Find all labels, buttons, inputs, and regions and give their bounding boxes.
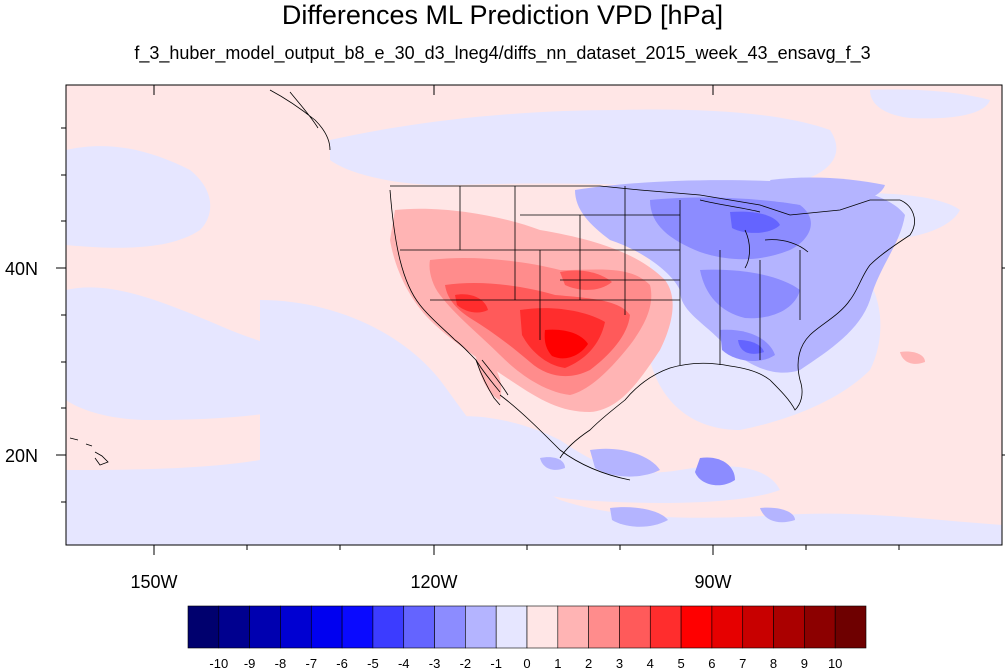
colorbar-label: -9 [244,656,256,671]
lat-label-20n: 20N [5,446,38,466]
state-borders-v1 [459,186,801,365]
lon-label-150w: 150W [130,572,177,592]
colorbar-box [588,605,620,649]
west-coast [389,189,501,393]
baja-peninsula [475,359,509,406]
hawaii-islands [69,437,109,466]
colorbar-box [773,605,805,649]
colorbar-box [619,605,651,649]
map-field [66,85,1002,545]
colorbar-box [526,605,559,649]
colorbar-label: 8 [770,656,777,671]
colorbar-label: 4 [647,656,654,671]
colorbar-label: 7 [739,656,746,671]
colorbar-box [649,605,682,649]
gulf-coast [559,362,731,459]
northeast-coast [729,199,915,411]
colorbar-box [742,605,774,649]
colorbar-box [310,605,343,649]
lon-label-120w: 120W [410,572,457,592]
us-canada-border [390,185,900,216]
colorbar-label: -3 [429,656,441,671]
colorbar-label: 5 [677,656,684,671]
colorbar-label: 6 [708,656,715,671]
colorbar-label: 2 [585,656,592,671]
colorbar-label: -8 [275,656,287,671]
longitude-ticks [153,85,900,555]
map-subtitle: f_3_huber_model_output_b8_e_30_d3_lneg4/… [134,43,871,63]
colorbar-label: 0 [523,656,530,671]
colorbar-label: 3 [616,656,623,671]
colorbar-box [341,605,374,649]
colorbar-box [434,605,466,649]
colorbar-box [557,605,589,649]
colorbar-box [372,605,405,649]
colorbar-box [711,605,744,649]
colorbar-label: -6 [336,656,348,671]
colorbar-label: 1 [554,656,561,671]
colorbar-label: -2 [460,656,472,671]
colorbar-box [834,605,867,649]
alaska-coast [269,89,331,151]
colorbar-box [403,605,435,649]
colorbar-label: -5 [367,656,379,671]
colorbar-label: -4 [398,656,410,671]
colorbar-box [465,605,497,649]
colorbar-label: -10 [209,656,228,671]
lat-label-40n: 40N [5,259,38,279]
mexico-pacific-coast [499,394,631,481]
colorbar-box [495,605,528,649]
colorbar-label: 10 [828,656,842,671]
lon-label-90w: 90W [694,572,731,592]
great-lakes [699,199,809,269]
colorbar: -10 -9 -8 -7 -6 -5 -4 -3 -2 -1 0 1 2 3 4 5 6 7 8 9 10 [187,605,867,671]
colorbar-box [680,605,713,649]
colorbar-label: -1 [490,656,502,671]
colorbar-box [187,605,220,649]
coastlines-and-borders [69,89,915,481]
colorbar-box [280,605,312,649]
colorbar-label: 9 [801,656,808,671]
map-title: Differences ML Prediction VPD [hPa] [281,0,724,30]
colorbar-box [804,605,836,649]
state-borders-h1 [400,214,680,301]
colorbar-box [218,605,250,649]
colorbar-label: -7 [305,656,317,671]
colorbar-box [249,605,281,649]
